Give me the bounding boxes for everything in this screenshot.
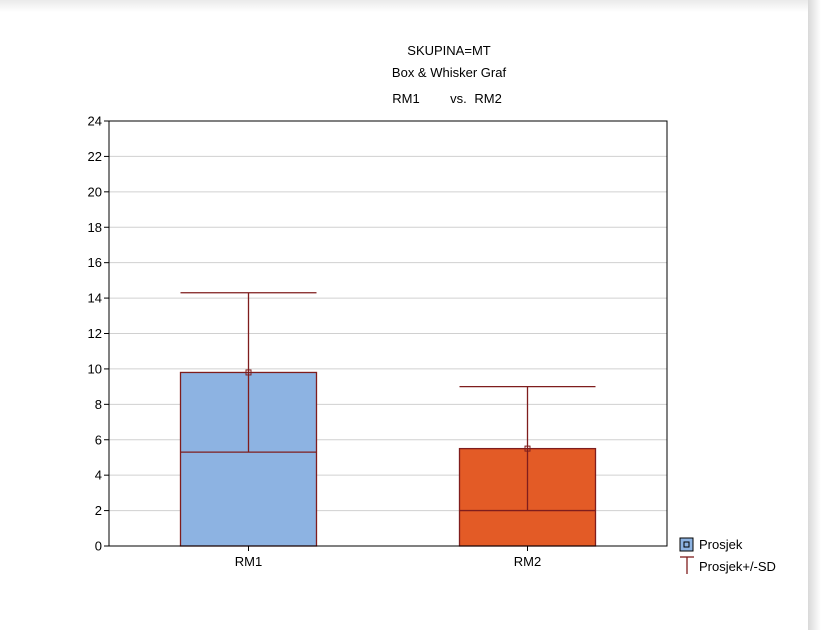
y-tick-label: 6 <box>95 432 102 447</box>
chart-comparison-right-label: RM2 <box>474 91 501 106</box>
x-axis: RM1 RM2 <box>235 546 541 569</box>
legend-label-mean: Prosjek <box>699 537 743 552</box>
y-tick-label: 8 <box>95 397 102 412</box>
chart-comparison-right: vs. RM2 <box>450 91 502 106</box>
mean-point <box>524 445 531 452</box>
y-tick-label: 4 <box>95 468 102 483</box>
legend-label-sd: Prosjek+/-SD <box>699 559 776 574</box>
y-tick-label: 10 <box>88 361 102 376</box>
x-tick-label: RM1 <box>235 554 262 569</box>
page-shadow-right <box>808 0 821 630</box>
y-tick-label: 22 <box>88 149 102 164</box>
page-shadow-top <box>0 0 821 12</box>
y-tick-label: 18 <box>88 220 102 235</box>
mean-point <box>245 369 252 376</box>
y-tick-label: 2 <box>95 503 102 518</box>
legend-mean-marker <box>683 541 690 548</box>
y-tick-label: 0 <box>95 539 102 554</box>
chart-comparison-sep: vs. <box>450 91 467 106</box>
boxes <box>179 292 597 547</box>
y-tick-label: 12 <box>88 326 102 341</box>
y-tick-label: 24 <box>88 114 102 129</box>
y-tick-label: 14 <box>88 291 102 306</box>
y-tick-label: 16 <box>88 255 102 270</box>
legend: Prosjek Prosjek+/-SD <box>679 537 776 574</box>
chart-title-line-1: SKUPINA=MT <box>407 43 490 58</box>
x-tick-label: RM2 <box>514 554 541 569</box>
legend-box-marker <box>679 537 694 552</box>
chart-comparison-left: RM1 <box>392 91 419 106</box>
y-tick-label: 20 <box>88 184 102 199</box>
chart-title-line-2: Box & Whisker Graf <box>392 65 507 80</box>
